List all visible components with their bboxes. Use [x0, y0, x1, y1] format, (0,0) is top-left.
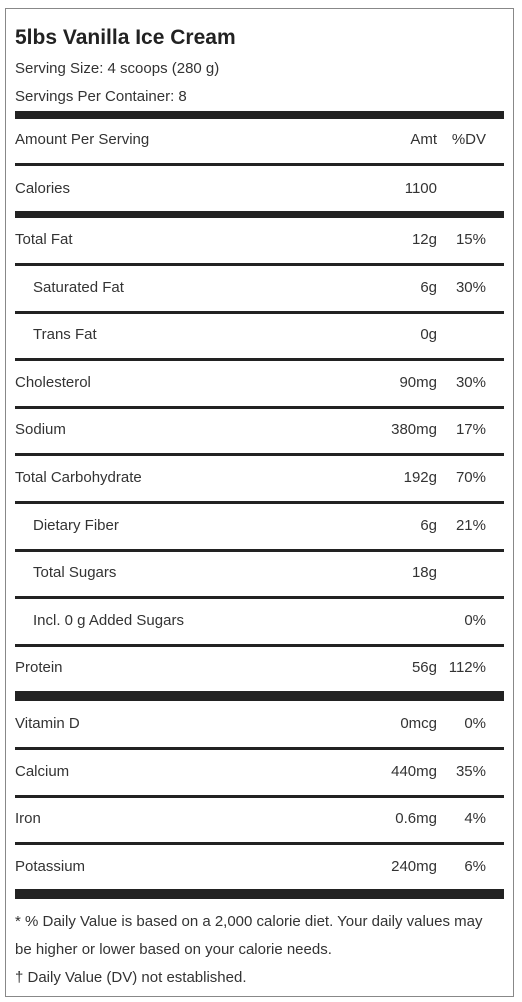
nutrient-amount: 0.6mg [395, 810, 437, 828]
nutrient-dv: 30% [455, 278, 486, 296]
nutrient-dv: 17% [455, 421, 486, 439]
nutrient-amount: 90mg [399, 373, 437, 391]
nutrient-name: Saturated Fat [33, 278, 124, 296]
separator [15, 747, 504, 750]
header-amount: Amt [410, 131, 437, 148]
footnote: * % Daily Value is based on a 2,000 calo… [15, 913, 483, 958]
nutrient-name: Total Carbohydrate [15, 469, 142, 486]
nutrient-amount: 380mg [391, 421, 437, 439]
nutrient-name: Iron [15, 810, 41, 828]
nutrient-dv: 21% [455, 516, 486, 534]
nutrient-dv: 6% [464, 858, 486, 876]
nutrient-dv: 30% [455, 373, 486, 391]
nutrient-name: Total Sugars [33, 564, 117, 582]
nutrient-name: Cholesterol [15, 373, 91, 391]
nutrient-name: Protein [15, 659, 63, 677]
separator [15, 501, 504, 504]
separator [15, 405, 504, 409]
title: 5lbs Vanilla Ice Cream [15, 26, 236, 49]
separator [15, 548, 504, 552]
nutrient-amount: 240mg [391, 858, 437, 876]
separator [15, 211, 504, 218]
separator [15, 453, 504, 457]
header-dv: %DV [451, 131, 486, 148]
separator [15, 889, 504, 899]
separator [15, 596, 504, 600]
nutrient-amount: 440mg [391, 762, 437, 780]
calories-label: Calories [15, 180, 71, 197]
separator [15, 842, 504, 846]
nutrient-name: Potassium [15, 858, 86, 876]
separator [15, 358, 504, 362]
nutrition-label: 5lbs Vanilla Ice Cream Serving Size: 4 sc… [5, 8, 514, 997]
separator [15, 263, 504, 266]
separator [15, 643, 504, 647]
nutrient-name: Total Fat [15, 231, 73, 248]
separator [15, 111, 504, 119]
nutrient-amount: 6g [420, 516, 437, 534]
nutrient-dv: 70% [455, 469, 486, 486]
separator [15, 163, 504, 166]
nutrient-name: Incl. 0 g Added Sugars [33, 611, 184, 629]
nutrient-name: Dietary Fiber [33, 516, 119, 534]
nutrient-dv: 112% [448, 659, 486, 677]
calories-amount: 1100 [404, 180, 437, 197]
header-label: Amount Per Serving [15, 131, 150, 148]
servings-per-container: Servings Per Container: 8 [15, 88, 187, 105]
footnote: † Daily Value (DV) not established. [15, 969, 247, 986]
separator [15, 691, 504, 701]
nutrient-dv: 4% [464, 810, 486, 828]
separator [15, 310, 504, 314]
nutrient-dv: 15% [455, 231, 486, 248]
nutrient-name: Sodium [15, 421, 66, 439]
nutrient-amount: 192g [403, 469, 437, 486]
separator [15, 794, 504, 798]
nutrient-name: Calcium [15, 762, 70, 780]
serving-size: Serving Size: 4 scoops (280 g) [15, 60, 220, 77]
nutrient-dv: 35% [455, 762, 486, 780]
nutrient-amount: 18g [411, 564, 437, 582]
nutrient-name: Vitamin D [15, 715, 80, 732]
nutrient-name: Trans Fat [33, 326, 97, 344]
nutrient-dv: 0% [464, 611, 486, 629]
nutrient-amount: 0g [420, 326, 437, 344]
nutrient-dv: 0% [464, 715, 486, 732]
nutrient-amount: 6g [420, 278, 437, 296]
nutrient-amount: 12g [411, 231, 437, 248]
nutrient-amount: 0mcg [400, 715, 437, 732]
nutrient-amount: 56g [411, 659, 437, 677]
